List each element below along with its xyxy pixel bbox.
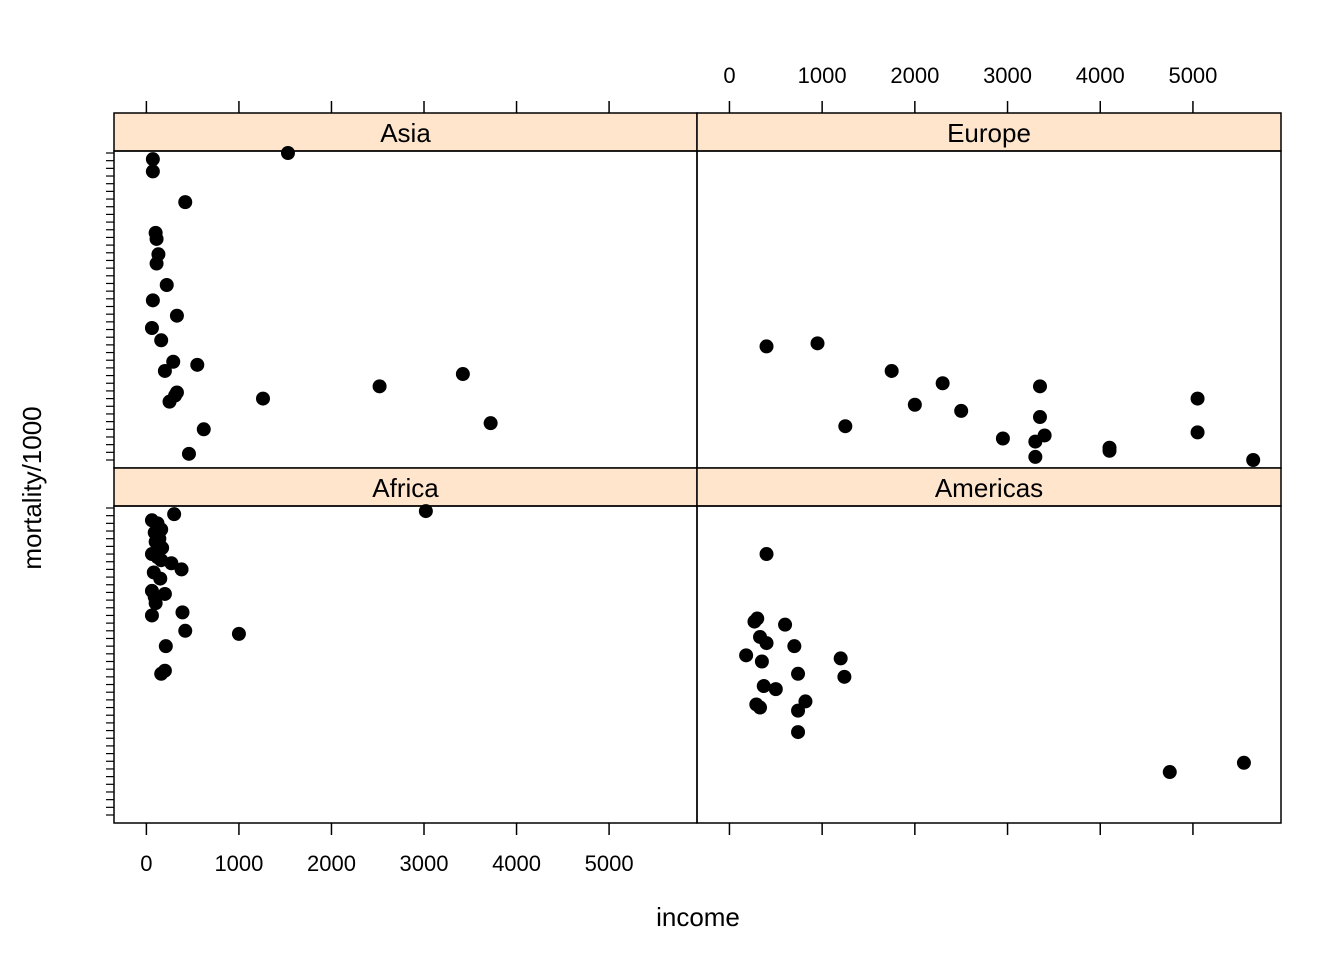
data-point xyxy=(174,562,189,577)
data-point xyxy=(158,639,173,654)
data-point xyxy=(759,339,774,354)
data-point xyxy=(148,596,163,611)
strip-background xyxy=(696,112,1282,152)
data-point xyxy=(791,703,806,718)
panel-asia: Asia xyxy=(113,112,698,469)
panel-frame xyxy=(696,505,1282,824)
data-point xyxy=(372,379,387,394)
data-point xyxy=(280,146,295,160)
data-point xyxy=(1246,453,1261,467)
data-point xyxy=(1028,434,1043,449)
data-point xyxy=(1236,755,1251,770)
data-point xyxy=(884,363,899,378)
data-point xyxy=(181,446,196,461)
data-point xyxy=(166,354,181,369)
strip-label: Africa xyxy=(372,473,439,503)
data-point xyxy=(750,611,765,626)
data-point xyxy=(791,725,806,740)
data-point xyxy=(455,367,470,382)
panel-americas: Americas xyxy=(696,467,1282,824)
data-point xyxy=(753,700,768,715)
data-point xyxy=(231,626,246,641)
data-point xyxy=(144,320,159,335)
data-point xyxy=(759,547,774,562)
data-point xyxy=(159,278,174,293)
panel-frame xyxy=(113,505,698,824)
x-tick-label: 3000 xyxy=(400,851,449,876)
data-point xyxy=(255,391,270,406)
data-point xyxy=(759,636,774,651)
strip-label: Americas xyxy=(935,473,1043,503)
data-point xyxy=(145,293,160,308)
data-point xyxy=(483,416,498,431)
y-axis-label: mortality/1000 xyxy=(17,406,47,569)
data-point xyxy=(833,651,848,666)
data-point xyxy=(810,336,825,351)
data-point xyxy=(754,654,769,669)
x-tick-label: 2000 xyxy=(890,63,939,88)
x-tick-label: 0 xyxy=(140,851,152,876)
data-point xyxy=(149,231,164,246)
x-tick-label: 5000 xyxy=(585,851,634,876)
panel-frame xyxy=(113,150,698,469)
strip-label: Europe xyxy=(947,118,1031,148)
data-point xyxy=(145,152,160,167)
data-point xyxy=(153,571,168,586)
data-point xyxy=(154,666,169,681)
x-tick-label: 1000 xyxy=(214,851,263,876)
data-point xyxy=(995,431,1010,446)
data-point xyxy=(157,363,172,378)
data-point xyxy=(162,394,177,409)
panel-frame xyxy=(696,150,1282,469)
panel-africa: Africa xyxy=(113,467,698,824)
plot-layer: Asia Europe Africa Americas 0 1000 2000 3000 400… xyxy=(106,63,1282,876)
data-point xyxy=(418,504,433,519)
data-point xyxy=(768,682,783,697)
strip-background xyxy=(113,112,698,152)
data-point xyxy=(787,639,802,654)
x-tick-label: 3000 xyxy=(983,63,1032,88)
x-tick-label: 1000 xyxy=(798,63,847,88)
data-point xyxy=(178,623,193,638)
data-point xyxy=(175,605,190,620)
x-tick-label: 0 xyxy=(723,63,735,88)
data-point xyxy=(837,669,852,684)
strip-background xyxy=(696,467,1282,507)
data-point xyxy=(149,256,164,271)
data-point xyxy=(154,333,169,348)
data-point xyxy=(1190,391,1205,406)
data-point xyxy=(169,308,184,323)
data-point xyxy=(190,357,205,372)
x-tick-label: 5000 xyxy=(1168,63,1217,88)
data-point xyxy=(178,195,193,210)
data-point xyxy=(1032,410,1047,425)
data-point xyxy=(167,507,182,522)
data-point xyxy=(164,556,179,571)
data-point xyxy=(791,666,806,681)
x-tick-label: 4000 xyxy=(1076,63,1125,88)
data-point xyxy=(1102,443,1117,458)
data-point xyxy=(838,419,853,434)
data-point xyxy=(756,679,771,694)
data-point xyxy=(739,648,754,663)
data-point xyxy=(1028,449,1043,464)
x-axis-label: income xyxy=(656,902,740,932)
data-point xyxy=(954,403,969,418)
data-point xyxy=(144,608,159,623)
x-tick-label: 4000 xyxy=(492,851,541,876)
data-point xyxy=(1190,425,1205,440)
strip-label: Asia xyxy=(380,118,431,148)
data-point xyxy=(196,422,211,437)
data-point xyxy=(935,376,950,391)
panel-europe: Europe xyxy=(696,112,1282,469)
data-point xyxy=(1162,765,1177,780)
data-point xyxy=(145,164,160,179)
data-point xyxy=(907,397,922,412)
x-tick-label: 2000 xyxy=(307,851,356,876)
data-point xyxy=(1032,379,1047,394)
data-point xyxy=(778,617,793,632)
